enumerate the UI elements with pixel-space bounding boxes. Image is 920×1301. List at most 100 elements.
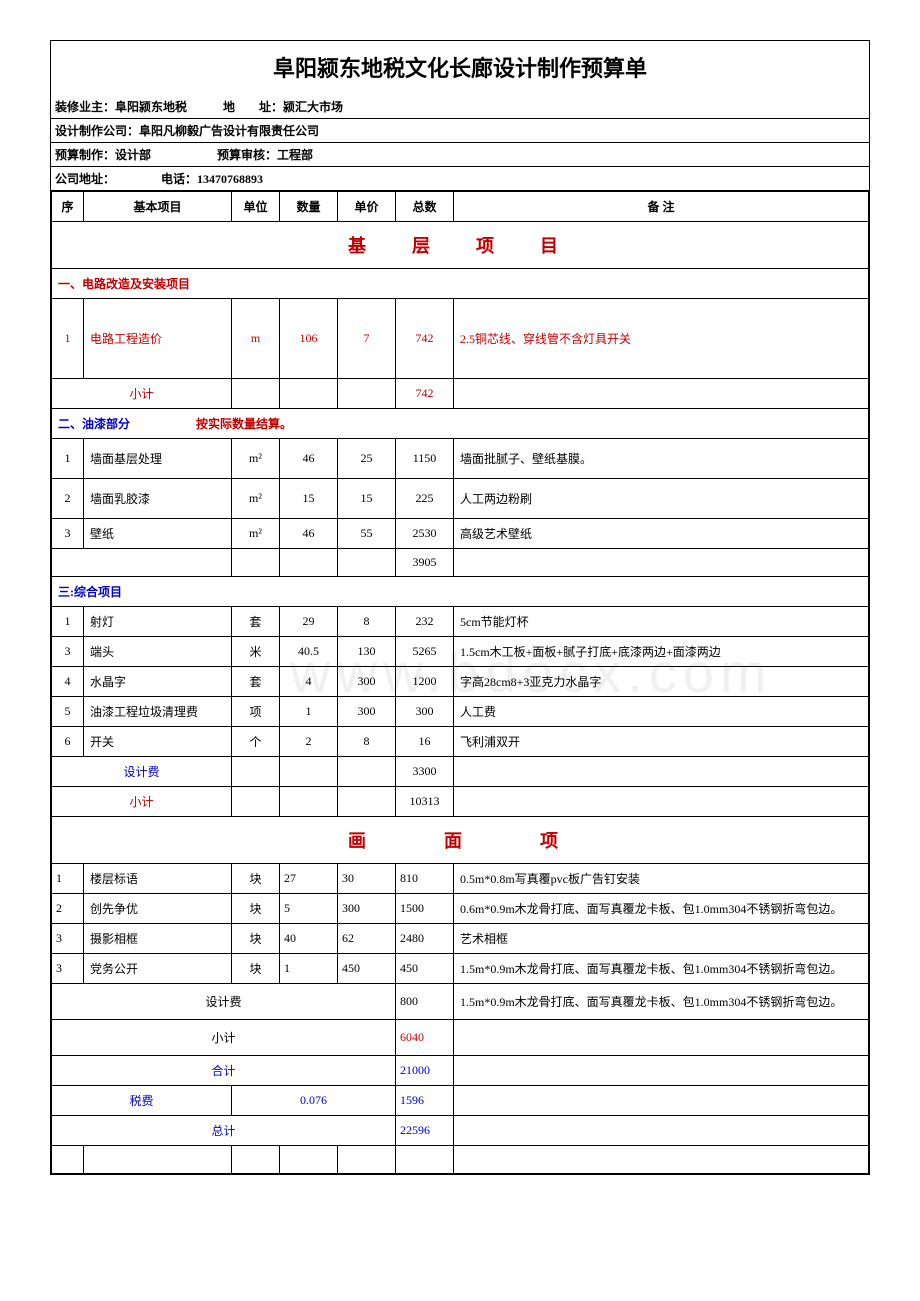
- cell-qty: 15: [280, 479, 338, 519]
- cell-remark: 高级艺术壁纸: [454, 519, 869, 549]
- cell-item: 墙面乳胶漆: [84, 479, 232, 519]
- table-row: 1 楼层标语 块 27 30 810 0.5m*0.8m写真覆pvc板广告钉安装: [52, 864, 869, 894]
- sub2-header-b: 按实际数量结算。: [196, 417, 292, 431]
- grand-label: 总计: [52, 1116, 396, 1146]
- col-price: 单价: [338, 192, 396, 222]
- design-fee-label: 设计费: [52, 757, 232, 787]
- cell-total: 450: [396, 954, 454, 984]
- cell-item: 楼层标语: [84, 864, 232, 894]
- cell-total: 5265: [396, 637, 454, 667]
- cell-qty: 27: [280, 864, 338, 894]
- cell-seq: 5: [52, 697, 84, 727]
- cell-qty: 29: [280, 607, 338, 637]
- cell-price: 300: [338, 667, 396, 697]
- subtotal-row: 小计 742: [52, 379, 869, 409]
- phone-label: 电话：: [161, 172, 197, 186]
- cell-remark: 人工费: [454, 697, 869, 727]
- design-fee-value: 3300: [396, 757, 454, 787]
- cell-total: 232: [396, 607, 454, 637]
- col-remark: 备 注: [454, 192, 869, 222]
- table-row: 2 墙面乳胶漆 m² 15 15 225 人工两边粉刷: [52, 479, 869, 519]
- cell-unit: 块: [232, 894, 280, 924]
- page-title: 阜阳颍东地税文化长廊设计制作预算单: [51, 41, 869, 95]
- cell-remark: 5cm节能灯杯: [454, 607, 869, 637]
- subtotal-label: 小计: [52, 787, 232, 817]
- subtotal-value: 742: [396, 379, 454, 409]
- tax-label: 税费: [52, 1086, 232, 1116]
- cell-item: 油漆工程垃圾清理费: [84, 697, 232, 727]
- cell-price: 300: [338, 697, 396, 727]
- cell-qty: 1: [280, 697, 338, 727]
- cell-total: 1150: [396, 439, 454, 479]
- cell-qty: 2: [280, 727, 338, 757]
- cell-seq: 3: [52, 637, 84, 667]
- cell-total: 742: [396, 299, 454, 379]
- section-header: 画 面 项: [52, 817, 869, 864]
- cell-seq: 6: [52, 727, 84, 757]
- cell-remark: 1.5m*0.9m木龙骨打底、面写真覆龙卡板、包1.0mm304不锈钢折弯包边。: [454, 954, 869, 984]
- cell-qty: 1: [280, 954, 338, 984]
- cell-total: 1200: [396, 667, 454, 697]
- subtotal-label: 小计: [52, 1020, 396, 1056]
- col-qty: 数量: [280, 192, 338, 222]
- tax-row: 税费 0.076 1596: [52, 1086, 869, 1116]
- cell-seq: 3: [52, 954, 84, 984]
- subtotal-row: 小计 6040: [52, 1020, 869, 1056]
- grand-value: 22596: [396, 1116, 454, 1146]
- cell-qty: 40: [280, 924, 338, 954]
- cell-qty: 5: [280, 894, 338, 924]
- cell-unit: m²: [232, 479, 280, 519]
- col-item: 基本项目: [84, 192, 232, 222]
- table-row: 1 墙面基层处理 m² 46 25 1150 墙面批腻子、壁纸基膜。: [52, 439, 869, 479]
- col-seq: 序: [52, 192, 84, 222]
- cell-unit: 块: [232, 954, 280, 984]
- maker-label: 预算制作：: [55, 148, 115, 162]
- subsection-header: 一、电路改造及安装项目: [52, 269, 869, 299]
- section-header: 基 层 项 目: [52, 222, 869, 269]
- cell-seq: 1: [52, 299, 84, 379]
- design-fee-label: 设计费: [52, 984, 396, 1020]
- company-value: 设计制作公司：阜阳凡柳毅广告设计有限责任公司: [55, 124, 319, 138]
- cell-seq: 2: [52, 894, 84, 924]
- cell-price: 62: [338, 924, 396, 954]
- cell-seq: 3: [52, 924, 84, 954]
- cell-remark: 0.6m*0.9m木龙骨打底、面写真覆龙卡板、包1.0mm304不锈钢折弯包边。: [454, 894, 869, 924]
- subtotal-label: 小计: [52, 379, 232, 409]
- cell-item: 端头: [84, 637, 232, 667]
- subtotal-value: 10313: [396, 787, 454, 817]
- cell-price: 15: [338, 479, 396, 519]
- budget-document: 阜阳颍东地税文化长廊设计制作预算单 装修业主：阜阳颍东地税 地 址：颍汇大市场 …: [50, 40, 870, 1175]
- design-fee-value: 800: [396, 984, 454, 1020]
- col-total: 总数: [396, 192, 454, 222]
- table-row: 6 开关 个 2 8 16 飞利浦双开: [52, 727, 869, 757]
- subtotal-row: 小计 10313: [52, 787, 869, 817]
- cell-remark: 艺术相框: [454, 924, 869, 954]
- cell-total: 300: [396, 697, 454, 727]
- cell-total: 810: [396, 864, 454, 894]
- cell-seq: 4: [52, 667, 84, 697]
- cell-unit: 块: [232, 864, 280, 894]
- empty-row: [52, 1146, 869, 1174]
- cell-total: 16: [396, 727, 454, 757]
- total-label: 合计: [52, 1056, 396, 1086]
- cell-total: 1500: [396, 894, 454, 924]
- cell-qty: 106: [280, 299, 338, 379]
- cell-seq: 1: [52, 864, 84, 894]
- sub2-header-a: 二、油漆部分: [58, 417, 130, 431]
- address-value: 颍汇大市场: [283, 100, 343, 114]
- cell-item: 壁纸: [84, 519, 232, 549]
- cell-remark: 1.5cm木工板+面板+腻子打底+底漆两边+面漆两边: [454, 637, 869, 667]
- cell-qty: 46: [280, 439, 338, 479]
- cell-seq: 3: [52, 519, 84, 549]
- col-unit: 单位: [232, 192, 280, 222]
- sub3-header: 三:综合项目: [52, 577, 869, 607]
- info-line-2: 设计制作公司：阜阳凡柳毅广告设计有限责任公司: [51, 119, 869, 143]
- cell-qty: 40.5: [280, 637, 338, 667]
- cell-price: 7: [338, 299, 396, 379]
- owner-value: 阜阳颍东地税: [115, 100, 187, 114]
- cell-unit: m²: [232, 519, 280, 549]
- design-fee-remark: 1.5m*0.9m木龙骨打底、面写真覆龙卡板、包1.0mm304不锈钢折弯包边。: [454, 984, 869, 1020]
- grand-total-row: 总计 22596: [52, 1116, 869, 1146]
- cell-price: 8: [338, 727, 396, 757]
- table-row: 4 水晶字 套 4 300 1200 字高28cm8+3亚克力水晶字: [52, 667, 869, 697]
